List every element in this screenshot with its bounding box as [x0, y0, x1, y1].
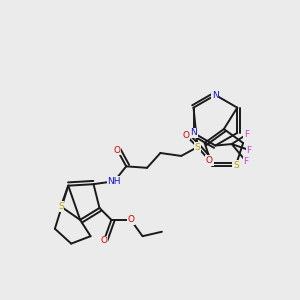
Text: N: N: [212, 91, 219, 100]
Text: O: O: [182, 130, 189, 140]
Text: S: S: [58, 202, 64, 211]
Text: O: O: [206, 156, 213, 165]
Text: F: F: [244, 130, 249, 139]
Text: S: S: [195, 142, 200, 152]
Text: O: O: [100, 236, 107, 245]
Text: F: F: [243, 157, 249, 166]
Text: N: N: [190, 128, 197, 137]
Text: O: O: [127, 215, 134, 224]
Text: F: F: [246, 146, 251, 154]
Text: O: O: [114, 146, 121, 154]
Text: NH: NH: [108, 177, 121, 186]
Text: S: S: [233, 161, 239, 170]
